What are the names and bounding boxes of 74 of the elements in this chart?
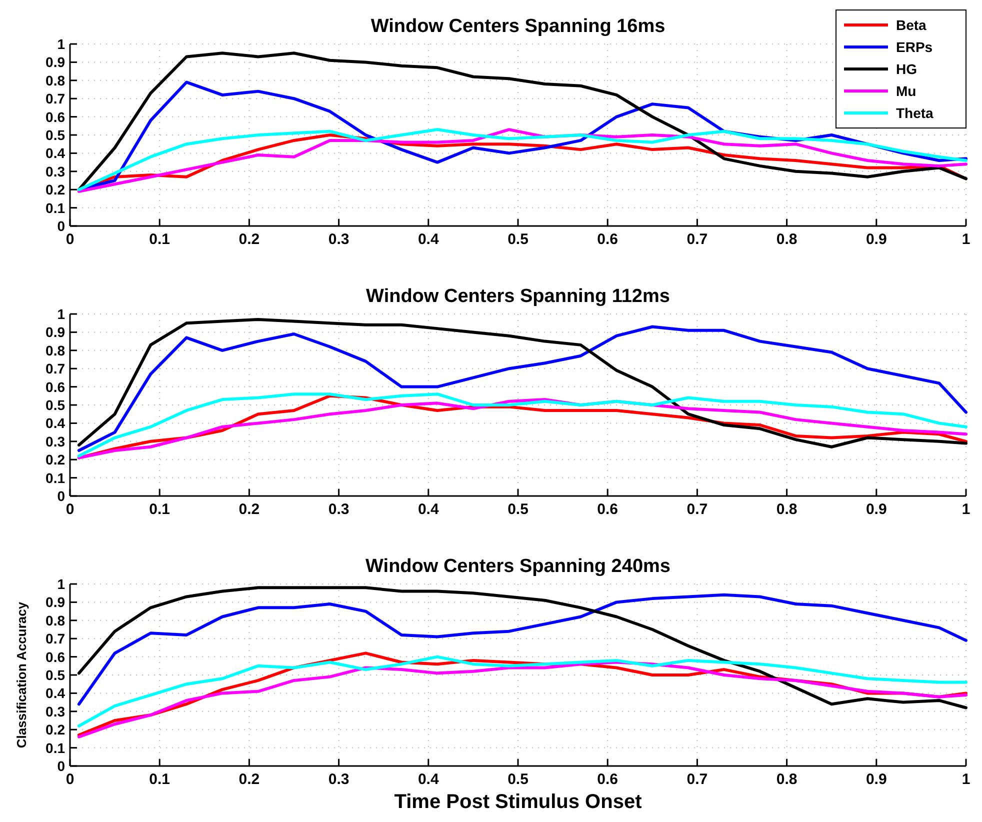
y-tick-label: 0.1 bbox=[46, 740, 66, 756]
y-tick-label: 0.7 bbox=[46, 90, 66, 107]
y-tick-label: 0.5 bbox=[46, 127, 66, 143]
y-tick-label: 1 bbox=[57, 576, 66, 592]
y-tick-label: 0 bbox=[57, 218, 66, 234]
x-tick-label: 0.6 bbox=[597, 771, 618, 788]
y-tick-label: 0 bbox=[57, 488, 66, 504]
y-tick-label: 0.7 bbox=[46, 360, 66, 377]
y-tick-label: 0.9 bbox=[46, 324, 66, 340]
x-tick-label: 0.3 bbox=[328, 231, 350, 248]
y-tick-label: 0.1 bbox=[46, 200, 66, 216]
y-tick-label: 0.2 bbox=[46, 182, 66, 198]
y-tick-label: 0.8 bbox=[46, 72, 66, 88]
x-tick-label: 1 bbox=[962, 771, 970, 788]
y-tick-label: 0.8 bbox=[46, 342, 66, 358]
x-tick-label: 0.9 bbox=[866, 501, 887, 518]
y-tick-label: 0.6 bbox=[46, 108, 66, 125]
x-tick-label: 0.8 bbox=[776, 501, 798, 518]
y-tick-label: 0.5 bbox=[46, 667, 66, 683]
x-tick-label: 0.6 bbox=[597, 231, 618, 248]
x-axis-title: Time Post Stimulus Onset bbox=[394, 791, 642, 813]
chart-title: Window Centers Spanning 240ms bbox=[366, 556, 670, 577]
x-tick-label: 0.8 bbox=[776, 231, 798, 248]
x-tick-label: 0.8 bbox=[776, 771, 798, 788]
x-tick-label: 0.5 bbox=[508, 501, 528, 518]
y-tick-label: 0.6 bbox=[46, 378, 66, 395]
y-tick-label: 0.4 bbox=[46, 145, 66, 162]
x-tick-label: 1 bbox=[962, 501, 970, 518]
x-tick-label: 0.9 bbox=[866, 231, 887, 248]
y-tick-label: 0.6 bbox=[46, 648, 66, 665]
legend-label: HG bbox=[896, 61, 918, 77]
y-tick-label: 0.4 bbox=[46, 415, 66, 432]
y-tick-label: 0.5 bbox=[46, 397, 66, 413]
y-tick-label: 0.7 bbox=[46, 630, 66, 647]
y-axis-title: Classification Accuracy bbox=[14, 601, 29, 748]
x-tick-label: 0.9 bbox=[866, 771, 887, 788]
x-tick-label: 0.3 bbox=[328, 501, 350, 518]
line-series bbox=[77, 655, 968, 728]
y-tick-label: 0.9 bbox=[46, 594, 66, 610]
y-tick-label: 0.2 bbox=[46, 722, 66, 738]
x-tick-label: 0.7 bbox=[686, 231, 708, 248]
legend-label: Beta bbox=[896, 17, 927, 33]
x-tick-label: 0.4 bbox=[418, 231, 440, 248]
y-tick-label: 1 bbox=[57, 36, 66, 52]
x-tick-label: 0.4 bbox=[418, 501, 440, 518]
x-tick-label: 0.7 bbox=[686, 771, 708, 788]
y-tick-label: 0.4 bbox=[46, 685, 66, 702]
legend-label: Theta bbox=[896, 105, 934, 121]
chart-title: Window Centers Spanning 112ms bbox=[366, 286, 670, 307]
y-tick-label: 0.8 bbox=[46, 612, 66, 628]
y-tick-label: 1 bbox=[57, 306, 66, 322]
x-tick-label: 0.2 bbox=[238, 771, 260, 788]
x-tick-label: 0.5 bbox=[508, 771, 528, 788]
chart-title: Window Centers Spanning 16ms bbox=[370, 16, 666, 37]
y-tick-label: 0.1 bbox=[46, 470, 66, 486]
x-tick-label: 1 bbox=[962, 231, 970, 248]
x-tick-label: 0.2 bbox=[238, 231, 260, 248]
x-tick-label: 0.5 bbox=[508, 231, 528, 248]
y-tick-label: 0.3 bbox=[46, 433, 66, 450]
x-tick-label: 0.1 bbox=[149, 231, 170, 248]
x-tick-label: 0.4 bbox=[418, 771, 440, 788]
y-tick-label: 0.9 bbox=[46, 54, 66, 70]
legend-label: ERPs bbox=[896, 39, 933, 55]
legend-label: Mu bbox=[896, 83, 916, 99]
x-tick-label: 0.1 bbox=[149, 501, 170, 518]
y-tick-label: 0.2 bbox=[46, 452, 66, 468]
x-tick-label: 0.3 bbox=[328, 771, 350, 788]
y-tick-label: 0.3 bbox=[46, 703, 66, 720]
x-tick-label: 0.7 bbox=[686, 501, 708, 518]
x-tick-label: 0.1 bbox=[149, 771, 170, 788]
y-tick-label: 0.3 bbox=[46, 163, 66, 180]
x-tick-label: 0.2 bbox=[238, 501, 260, 518]
y-tick-label: 0 bbox=[57, 758, 66, 774]
x-tick-label: 0.6 bbox=[597, 501, 618, 518]
